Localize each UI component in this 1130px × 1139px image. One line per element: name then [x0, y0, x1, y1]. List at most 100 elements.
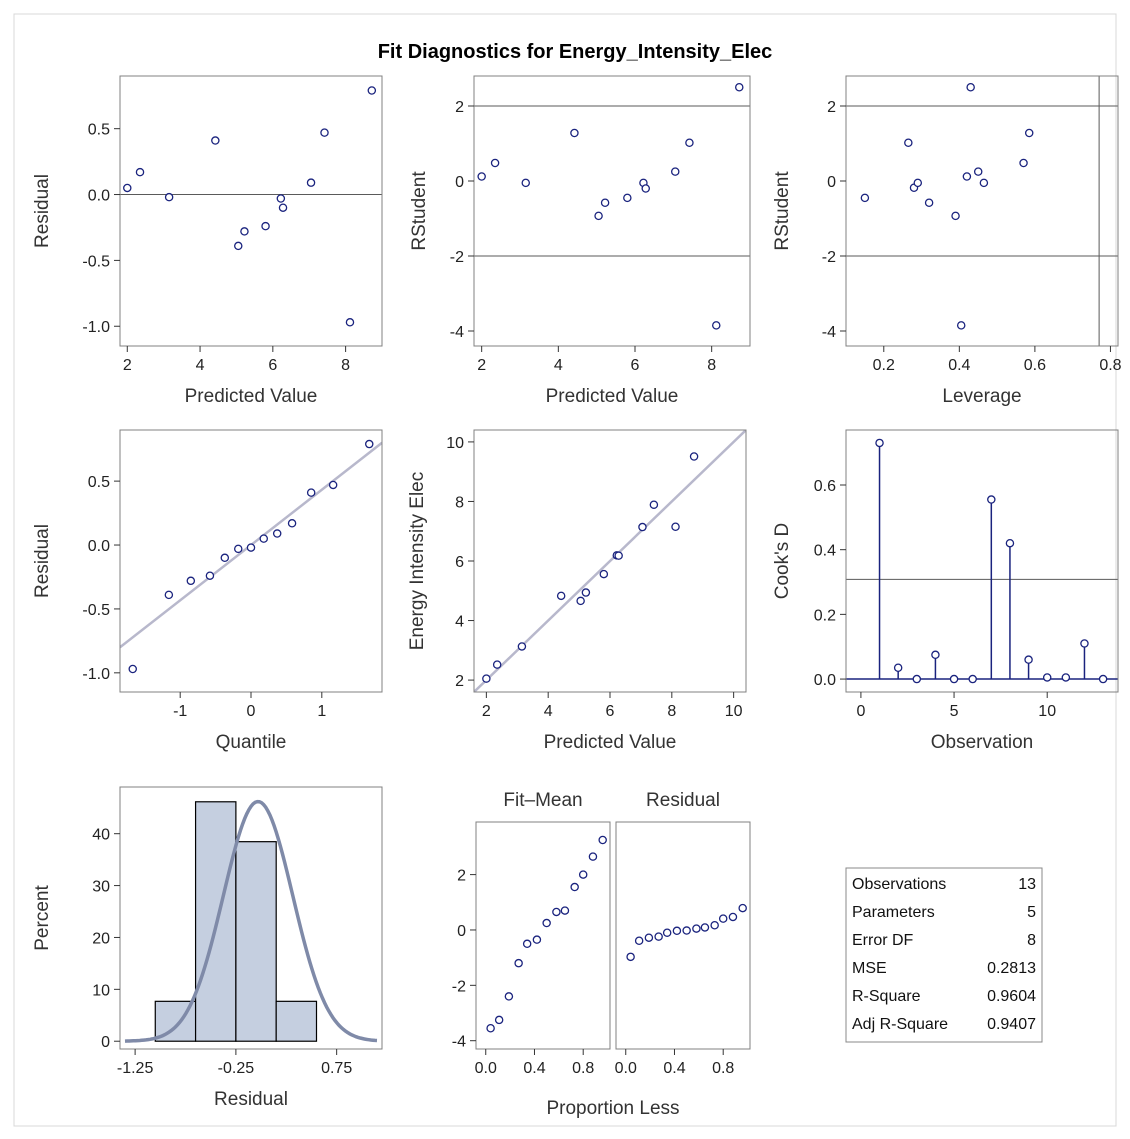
y-tick-label: 4	[455, 614, 464, 631]
data-point	[979, 178, 989, 188]
fit-stat-label: Error DF	[852, 932, 914, 949]
plot-qq-residual: -1 0 1 -1.0 -0.5 0.0 0.5 Quantile Residual	[32, 429, 383, 753]
x-axis-label: Leverage	[942, 386, 1021, 407]
data-point	[588, 852, 598, 861]
data-point	[738, 903, 747, 913]
data-point	[654, 932, 663, 941]
data-point	[259, 534, 268, 543]
x-tick-label: 1	[317, 703, 326, 720]
data-point	[164, 590, 174, 600]
y-tick-label: -4	[822, 324, 836, 341]
fit-stat-value: 0.2813	[987, 960, 1036, 977]
plot-frame	[119, 786, 383, 1050]
y-tick-label: 0	[457, 923, 466, 940]
data-point	[205, 571, 215, 580]
data-point	[893, 663, 903, 672]
y-tick-label: 0.5	[88, 122, 110, 139]
y-axis-label: RStudent	[772, 171, 793, 251]
data-point	[486, 1023, 495, 1033]
y-tick-label: 6	[455, 554, 464, 571]
y-tick-label: 0.0	[88, 538, 110, 555]
x-axis-label: Observation	[931, 732, 1033, 753]
plot-area	[120, 86, 382, 327]
y-tick-label: 2	[827, 99, 836, 116]
plot-residual-spread: Residual 0.0 0.4 0.8	[615, 790, 751, 1077]
data-point	[128, 664, 137, 674]
histogram-bar	[275, 1000, 318, 1042]
x-tick-label: 8	[667, 703, 676, 720]
y-tick-label: 0.5	[88, 474, 110, 491]
data-point	[685, 138, 694, 147]
plot-frame	[119, 75, 383, 347]
plot-area	[846, 438, 1118, 684]
plot-resid-vs-pred: 2 4 6 8 -1.0 -0.5 0.0 0.5 Predicted Value Residua…	[32, 75, 383, 407]
data-point	[542, 918, 551, 928]
data-point	[570, 128, 579, 138]
data-point	[272, 529, 282, 538]
data-point	[576, 596, 585, 606]
plot-fit-mean: Fit–Mean 0.0 0.4 0.8 -4 -2 0 2	[452, 790, 611, 1077]
data-point	[532, 935, 542, 944]
y-tick-label: 0	[101, 1034, 110, 1051]
x-tick-label: 0.4	[663, 1060, 685, 1077]
data-point	[521, 178, 531, 188]
x-axis-label: Predicted Value	[544, 732, 677, 753]
y-tick-label: -4	[452, 1034, 466, 1051]
y-axis-label: RStudent	[409, 171, 430, 251]
y-tick-label: 2	[455, 673, 464, 690]
x-tick-label: 0.0	[475, 1060, 497, 1077]
data-point	[234, 241, 243, 251]
data-point	[913, 178, 923, 188]
data-point	[517, 642, 527, 651]
x-tick-label: -0.25	[218, 1060, 255, 1077]
x-tick-label: 0	[247, 703, 256, 720]
data-point	[570, 882, 579, 892]
data-point	[1019, 158, 1028, 168]
y-tick-label: 20	[92, 930, 110, 947]
data-point	[365, 439, 374, 449]
y-tick-label: 10	[92, 982, 110, 999]
x-tick-label: 4	[196, 357, 205, 374]
data-point	[644, 933, 654, 942]
data-point	[682, 926, 691, 935]
y-tick-label: 2	[455, 99, 464, 116]
fit-stat-label: MSE	[852, 960, 887, 977]
y-tick-label: 30	[92, 879, 110, 896]
data-point	[220, 553, 230, 563]
data-point	[987, 495, 996, 504]
fit-stat-value: 0.9407	[987, 1016, 1036, 1033]
x-tick-label: 8	[341, 357, 350, 374]
x-axis-label: Quantile	[216, 732, 287, 753]
y-tick-label: -2	[452, 978, 466, 995]
y-tick-label: 0.2	[814, 607, 836, 624]
data-point	[1098, 674, 1108, 684]
data-point	[623, 193, 632, 203]
plot-cooks-d: 0 5 10 0.0 0.2 0.4 0.6 Observation Cook's D	[772, 429, 1119, 753]
y-tick-label: -0.5	[82, 602, 110, 619]
fit-stat-label: Observations	[852, 876, 946, 893]
data-point	[328, 480, 338, 490]
y-tick-label: 40	[92, 827, 110, 844]
x-tick-label: 0.4	[948, 357, 970, 374]
y-tick-label: -2	[450, 249, 464, 266]
data-point	[641, 184, 650, 193]
plot-area	[124, 799, 378, 1043]
y-tick-label: 0.6	[814, 478, 836, 495]
data-point	[662, 928, 672, 937]
y-tick-label: 0	[455, 174, 464, 191]
plot-frame	[845, 75, 1119, 347]
data-point	[735, 83, 744, 92]
chart-title: Fit Diagnostics for Energy_Intensity_Ele…	[378, 41, 773, 63]
data-point	[700, 923, 710, 932]
data-point	[211, 136, 220, 145]
data-point	[514, 958, 523, 968]
data-point	[1024, 655, 1033, 664]
fit-statistics-border	[845, 867, 1043, 1043]
x-tick-label: 10	[1038, 703, 1056, 720]
shared-x-axis-label: Proportion Less	[546, 1098, 679, 1119]
data-point	[492, 660, 502, 669]
x-tick-label: 0	[856, 703, 865, 720]
data-point	[494, 1015, 504, 1025]
y-axis-label: Energy Intensity Elec	[407, 472, 428, 650]
data-point	[560, 906, 570, 915]
